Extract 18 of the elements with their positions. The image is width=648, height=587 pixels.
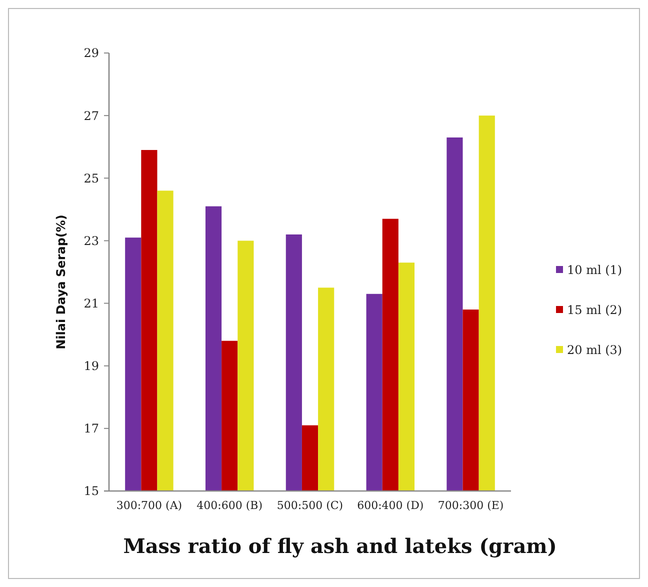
- y-tick-label: 25: [84, 171, 99, 186]
- x-tick-label: 300:700 (A): [116, 499, 182, 512]
- y-tick-label: 19: [84, 359, 99, 374]
- legend-label: 10 ml (1): [567, 263, 622, 278]
- y-tick-label: 29: [84, 46, 99, 60]
- y-tick-label: 27: [84, 108, 99, 123]
- x-tick-label: 600:400 (D): [357, 499, 424, 512]
- y-tick-label: 15: [84, 484, 99, 498]
- x-tick-label: 700:300 (E): [438, 499, 504, 512]
- legend-label: 20 ml (3): [567, 343, 622, 358]
- y-axis-title: Nilai Daya Serap(%): [54, 214, 68, 350]
- x-tick-label: 500:500 (C): [276, 499, 344, 512]
- y-tick-label: 17: [84, 422, 99, 436]
- x-axis-title: Mass ratio of fly ash and lateks (gram): [123, 534, 557, 558]
- legend-label: 15 ml (2): [567, 303, 622, 318]
- y-tick-label: 21: [84, 296, 99, 310]
- x-tick-label: 400:600 (B): [196, 499, 263, 512]
- y-tick-label: 23: [84, 234, 99, 248]
